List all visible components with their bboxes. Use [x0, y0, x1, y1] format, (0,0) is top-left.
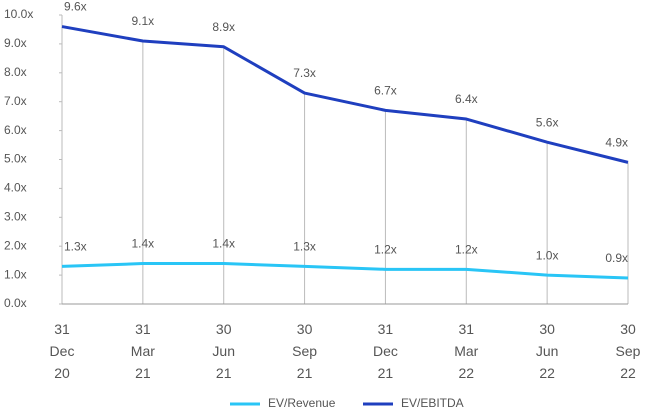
- y-tick-label: 2.0x: [4, 238, 27, 252]
- series-line: [61, 25, 629, 164]
- data-label: 6.7x: [374, 84, 397, 98]
- x-tick-line: Jun: [536, 343, 559, 359]
- data-label: 1.4x: [212, 237, 235, 251]
- y-tick-label: 6.0x: [4, 123, 27, 137]
- x-tick-line: Jun: [212, 343, 235, 359]
- x-tick-line: Dec: [50, 343, 75, 359]
- x-tick-line: Sep: [292, 343, 317, 359]
- x-tick-line: 21: [378, 365, 394, 381]
- x-tick-line: 21: [135, 365, 151, 381]
- x-tick-label: 30 Jun 22: [536, 321, 559, 381]
- x-tick-line: 22: [539, 365, 555, 381]
- data-label: 7.3x: [293, 66, 316, 80]
- x-tick-line: 21: [297, 365, 313, 381]
- x-tick-line: Sep: [616, 343, 641, 359]
- data-label: 1.3x: [293, 240, 316, 254]
- data-label: 1.2x: [455, 242, 478, 256]
- legend-label: EV/EBITDA: [401, 396, 464, 410]
- data-label: 5.6x: [536, 115, 559, 129]
- y-tick-label: 10.0x: [4, 7, 33, 21]
- x-tick-line: 30: [216, 321, 232, 337]
- x-tick-line: 31: [135, 321, 151, 337]
- y-tick-label: 9.0x: [4, 36, 27, 50]
- x-tick-label: 30 Sep 22: [616, 321, 641, 381]
- y-tick-label: 4.0x: [4, 181, 27, 195]
- x-tick-label: 30 Jun 21: [212, 321, 235, 381]
- data-label: 1.2x: [374, 242, 397, 256]
- data-label: 1.4x: [132, 237, 155, 251]
- series-line: [61, 262, 629, 280]
- x-tick-line: 31: [378, 321, 394, 337]
- data-label: 0.9x: [605, 251, 628, 265]
- x-tick-line: 22: [458, 365, 474, 381]
- data-label: 1.3x: [64, 240, 87, 254]
- data-label: 9.6x: [64, 0, 87, 14]
- x-tick-line: 30: [620, 321, 636, 337]
- x-tick-label: 31 Mar 22: [454, 321, 478, 381]
- data-label: 4.9x: [605, 136, 628, 150]
- x-tick-line: Mar: [131, 343, 155, 359]
- legend-label: EV/Revenue: [268, 396, 336, 410]
- x-tick-line: 30: [539, 321, 555, 337]
- x-tick-line: 20: [54, 365, 70, 381]
- x-tick-label: 30 Sep 21: [292, 321, 317, 381]
- x-tick-label: 31 Dec 21: [373, 321, 398, 381]
- y-tick-label: 5.0x: [4, 152, 27, 166]
- data-label: 9.1x: [132, 14, 155, 28]
- y-tick-label: 8.0x: [4, 65, 27, 79]
- data-label: 8.9x: [212, 20, 235, 34]
- data-label: 6.4x: [455, 92, 478, 106]
- y-tick-label: 0.0x: [4, 296, 27, 310]
- y-tick-label: 7.0x: [4, 94, 27, 108]
- y-tick-label: 3.0x: [4, 209, 27, 223]
- x-tick-label: 31 Dec 20: [50, 321, 75, 381]
- x-tick-line: Dec: [373, 343, 398, 359]
- x-tick-line: 30: [297, 321, 313, 337]
- data-label: 1.0x: [536, 248, 559, 262]
- x-tick-line: 31: [458, 321, 474, 337]
- x-tick-label: 31 Mar 21: [131, 321, 155, 381]
- x-tick-line: 21: [216, 365, 232, 381]
- x-tick-line: 31: [54, 321, 70, 337]
- x-tick-line: Mar: [454, 343, 478, 359]
- y-tick-label: 1.0x: [4, 267, 27, 281]
- x-tick-line: 22: [620, 365, 636, 381]
